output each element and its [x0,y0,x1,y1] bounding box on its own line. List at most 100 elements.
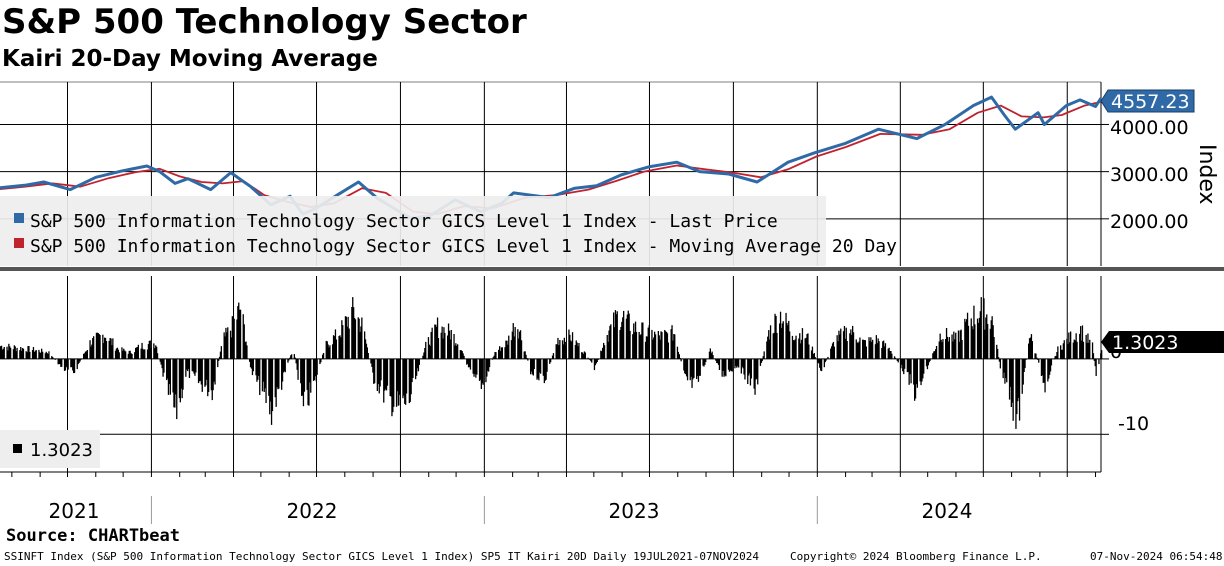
kairi-bar [736,358,738,368]
kairi-bar [428,344,430,359]
kairi-bar [1067,343,1069,359]
kairi-bar [186,358,188,370]
kairi-bar [361,317,363,359]
kairi-bar [354,319,357,359]
kairi-bar [172,358,174,393]
kairi-bar [306,358,308,390]
kairi-bar [616,311,618,359]
kairi-bar [1062,343,1064,359]
source-note: Source: CHARTbeat [6,526,180,546]
kairi-bar [517,329,519,359]
kairi-bar [243,324,245,359]
kairi-bar [678,354,680,359]
kairi-bar [389,358,391,396]
kairi-bar [314,358,316,377]
kairi-bar [97,333,99,359]
kairi-bar [303,358,306,392]
kairi-bar [833,346,835,359]
kairi-bar [1024,358,1026,369]
kairi-bar [339,335,341,359]
kairi-bar [1091,342,1094,359]
x-tick-label: 2021 [49,499,100,523]
kairi-bar [519,330,522,359]
kairi-bar [293,354,295,359]
kairi-bar [91,344,93,359]
kairi-bar [131,354,133,359]
kairi-bar [670,329,672,359]
kairi-bar [104,337,107,359]
kairi-bar [782,321,784,359]
kairi-bar [99,335,101,359]
kairi-bar [104,337,106,359]
kairi-bar [402,358,404,399]
kairi-bar [376,358,378,391]
kairi-bar [443,327,445,359]
kairi-bar [742,358,744,369]
kairi-bar [466,358,468,365]
kairi-bar [952,341,954,359]
kairi-bar [141,342,143,359]
kairi-bar [731,358,733,372]
kairi-bar [360,326,362,359]
kairi-bar [201,358,203,392]
kairi-bar [217,358,219,368]
kairi-bar [212,358,214,391]
kairi-bar [831,343,834,359]
kairi-bar [229,330,232,359]
kairi-bar [514,327,516,359]
kairi-bar [913,358,915,385]
kairi-bar [715,358,717,361]
kairi-bar [801,328,804,359]
kairi-bar [83,353,85,359]
kairi-bar [759,358,762,366]
kairi-bar [1018,358,1020,398]
kairi-bar [462,353,464,359]
kairi-bar [1080,340,1083,359]
kairi-bar [168,358,171,385]
kairi-bar [269,358,271,415]
kairi-bar [476,358,478,375]
kairi-bar [1012,358,1014,421]
kairi-bar [325,340,327,359]
kairi-bar [1005,358,1007,378]
kairi-bar [852,332,855,359]
kairi-bar [1011,358,1013,403]
kairi-bar [2,348,4,359]
kairi-bar [281,358,283,390]
kairi-bar [889,351,891,359]
kairi-bar [1060,345,1062,359]
kairi-bar [61,358,63,367]
kairi-bar [72,358,74,371]
kairi-bar [524,351,526,359]
kairi-bar [398,358,400,395]
kairi-bar [155,345,157,359]
kairi-bar [167,358,170,395]
kairi-bar [613,312,615,359]
kairi-bar [60,358,62,367]
kairi-bar [531,358,534,375]
kairi-bar [823,358,825,368]
kairi-bar [582,354,585,359]
kairi-bar [953,331,955,359]
kairi-bar [478,358,481,381]
kairi-bar [147,344,150,359]
kairi-bar [1075,333,1077,359]
kairi-bar [210,358,212,391]
kairi-bar [606,335,608,359]
kairi-bar [850,329,852,359]
kairi-bar [639,335,641,359]
kairi-bar [686,358,688,377]
kairi-bar [418,358,420,365]
kairi-bar [312,358,315,381]
kairi-bar [70,358,72,368]
kairi-bar [814,357,816,359]
kairi-bar [817,358,819,363]
kairi-bar [645,336,648,359]
kairi-value-tag: 1.3023 [1101,331,1224,354]
kairi-bar [239,309,241,359]
kairi-bar [946,336,949,359]
kairi-bar [769,339,771,359]
kairi-bar [1031,341,1033,359]
kairi-bar [808,344,810,359]
kairi-bar [679,358,681,359]
